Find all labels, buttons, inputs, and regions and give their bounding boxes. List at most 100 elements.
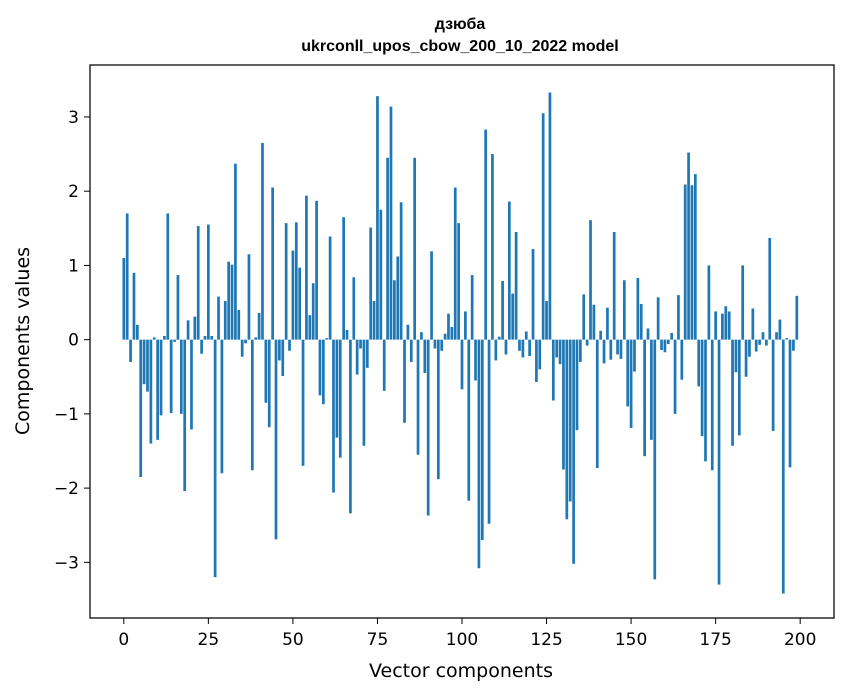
- bar-63: [335, 339, 339, 438]
- bar-183: [741, 265, 745, 340]
- bar-110: [494, 339, 498, 361]
- bar-1: [125, 213, 129, 340]
- bar-142: [602, 339, 606, 364]
- bar-29: [220, 339, 224, 474]
- bar-35: [240, 339, 244, 357]
- y-tick-label: 3: [68, 108, 79, 128]
- bar-58: [318, 339, 322, 396]
- bar-184: [744, 339, 748, 377]
- bar-25: [207, 224, 210, 340]
- bar-44: [271, 187, 274, 340]
- y-tick-label: −3: [54, 553, 79, 573]
- bar-7: [146, 339, 149, 392]
- bar-87: [416, 339, 420, 455]
- bar-76: [379, 209, 383, 340]
- bar-21: [193, 316, 197, 340]
- bar-17: [179, 339, 183, 414]
- bar-180: [731, 339, 734, 446]
- x-axis-label: Vector components: [369, 660, 553, 682]
- bar-62: [332, 339, 335, 493]
- bar-101: [464, 311, 467, 340]
- bar-10: [156, 339, 159, 440]
- bar-78: [386, 157, 389, 340]
- bar-162: [670, 332, 674, 340]
- bar-177: [721, 313, 724, 340]
- bar-165: [680, 339, 684, 380]
- bar-36: [244, 339, 247, 344]
- bar-158: [656, 297, 660, 340]
- bar-28: [217, 296, 220, 340]
- bar-18: [183, 339, 187, 492]
- bar-96: [447, 313, 450, 340]
- y-tick-label: −1: [54, 405, 79, 425]
- bar-144: [609, 339, 613, 360]
- y-axis-ticks: −3 −2 −1 0 1 2 3: [54, 108, 90, 573]
- bar-197: [788, 339, 792, 468]
- bar-192: [771, 339, 775, 431]
- bar-186: [751, 308, 755, 340]
- bar-190: [765, 339, 768, 346]
- bar-178: [724, 306, 728, 340]
- bar-61: [328, 236, 332, 340]
- bar-141: [599, 330, 603, 340]
- x-tick-label: 100: [446, 630, 478, 650]
- bar-145: [612, 232, 616, 340]
- bar-157: [653, 339, 657, 580]
- plot-frame: [89, 64, 835, 619]
- bar-139: [592, 304, 596, 340]
- bar-57: [315, 200, 318, 340]
- bar-136: [582, 294, 586, 340]
- bar-15: [173, 339, 176, 342]
- bar-189: [761, 332, 765, 340]
- bar-130: [562, 339, 565, 470]
- bar-60: [325, 338, 329, 340]
- bar-134: [575, 339, 579, 431]
- bar-171: [700, 339, 704, 437]
- y-axis-label: Components values: [12, 247, 34, 435]
- bar-147: [619, 339, 623, 359]
- bar-39: [254, 337, 258, 340]
- bar-80: [393, 280, 396, 340]
- bar-149: [626, 339, 630, 407]
- bar-33: [234, 163, 237, 340]
- bar-119: [524, 331, 528, 340]
- bar-114: [507, 201, 511, 340]
- bar-45: [274, 339, 278, 540]
- bar-65: [342, 217, 345, 340]
- bar-117: [518, 339, 521, 351]
- bar-75: [376, 96, 379, 340]
- bar-26: [210, 335, 214, 340]
- bar-5: [139, 339, 143, 477]
- bar-191: [768, 237, 772, 340]
- bar-181: [734, 339, 738, 373]
- bar-69: [355, 339, 359, 375]
- bar-108: [487, 339, 491, 524]
- bar-193: [775, 332, 778, 340]
- bar-4: [135, 324, 139, 340]
- bar-160: [663, 339, 667, 353]
- bar-42: [264, 339, 268, 403]
- bar-182: [737, 339, 741, 436]
- y-tick-label: 1: [68, 256, 79, 276]
- bar-30: [223, 301, 227, 340]
- bar-167: [687, 152, 690, 340]
- x-tick-label: 75: [367, 630, 389, 650]
- bar-32: [230, 264, 234, 340]
- bar-168: [690, 185, 694, 340]
- bar-125: [545, 301, 548, 340]
- bar-140: [595, 339, 599, 469]
- bar-67: [349, 339, 352, 514]
- x-tick-label: 200: [784, 630, 816, 650]
- bar-135: [579, 339, 582, 362]
- bar-151: [633, 339, 636, 372]
- bar-71: [362, 339, 366, 446]
- bar-163: [673, 339, 677, 414]
- bar-153: [639, 304, 643, 340]
- bar-81: [396, 256, 400, 340]
- bar-70: [359, 339, 362, 349]
- bar-131: [565, 339, 569, 520]
- bar-83: [403, 339, 406, 423]
- bar-93: [436, 339, 440, 480]
- bar-124: [541, 113, 545, 340]
- x-tick-label: 175: [699, 630, 731, 650]
